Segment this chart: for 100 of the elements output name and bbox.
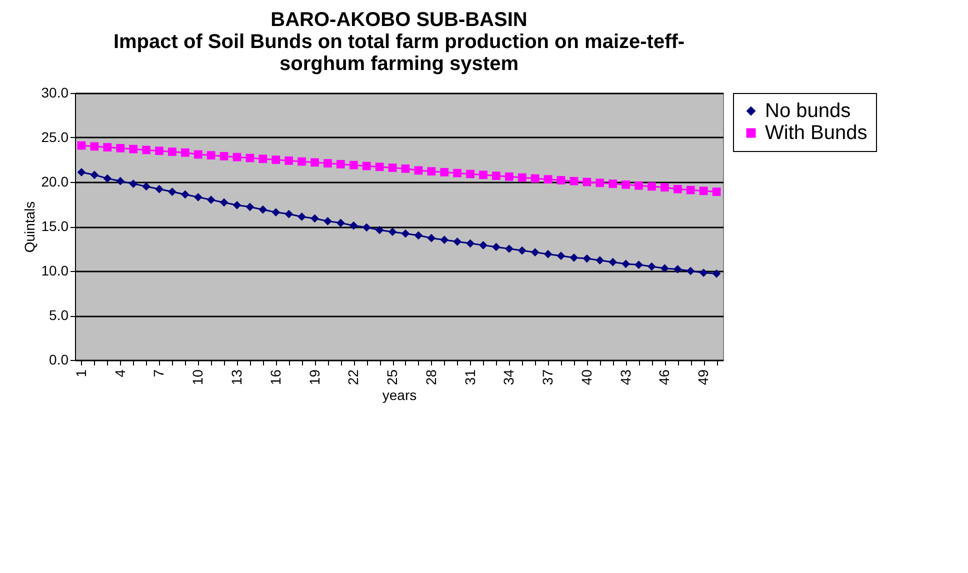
point [686, 266, 695, 276]
point [699, 186, 708, 196]
point [582, 254, 592, 263]
x-tick-label: 43 [617, 369, 634, 386]
point [336, 218, 345, 228]
x-tick-label: 46 [656, 369, 672, 386]
point [440, 168, 449, 176]
x-tick-label: 22 [345, 369, 362, 386]
point [220, 198, 228, 207]
point [284, 210, 294, 218]
point [298, 212, 306, 221]
point [479, 170, 488, 180]
point [258, 205, 268, 214]
point [648, 262, 656, 271]
point [388, 164, 397, 172]
legend-label: No bunds [765, 100, 851, 122]
point [570, 253, 578, 262]
point [324, 216, 332, 226]
point [660, 183, 669, 192]
point [349, 221, 358, 230]
point [90, 170, 99, 180]
y-tick-label: 25.0 [41, 129, 69, 145]
y-tick-label: 20.0 [41, 174, 69, 190]
y-tick-label: 15.0 [41, 218, 69, 234]
point [414, 231, 423, 240]
point [298, 157, 306, 166]
point [622, 260, 630, 268]
y-tick-label: 30.0 [41, 84, 69, 100]
x-axis-title: years [382, 387, 417, 404]
x-tick-label: 40 [578, 369, 594, 386]
chart-title: BARO-AKOBO SUB-BASIN Impact of Soil Bunds on total farm production on maize-teff- sorghum farming system [113, 9, 685, 75]
point [518, 246, 526, 255]
y-tick-label: 10.0 [41, 262, 69, 278]
x-tick-label: 34 [500, 369, 517, 386]
point [310, 214, 319, 223]
point [375, 162, 384, 172]
point [206, 151, 216, 160]
point [155, 184, 164, 194]
point [103, 143, 112, 152]
point [272, 208, 280, 216]
x-tick-label: 1 [72, 369, 89, 378]
point [168, 148, 176, 156]
point [673, 265, 682, 274]
point [492, 172, 500, 180]
point [608, 180, 618, 188]
point [246, 154, 254, 162]
x-tick-label: 19 [306, 369, 322, 386]
point [246, 202, 254, 212]
point [712, 269, 721, 278]
point [453, 237, 462, 246]
point [660, 264, 669, 273]
point [518, 173, 526, 182]
point [401, 164, 410, 173]
x-tick-label: 7 [150, 369, 167, 378]
legend-label: With Bunds [765, 122, 868, 144]
point [608, 258, 618, 266]
point [194, 150, 202, 159]
point [324, 159, 332, 168]
point [362, 162, 371, 170]
point [284, 156, 294, 165]
point [622, 180, 630, 189]
x-tick-label: 4 [112, 369, 128, 378]
x-tick-label: 16 [267, 369, 284, 386]
point [648, 182, 656, 191]
point [699, 268, 708, 277]
point [686, 186, 695, 194]
point [375, 226, 384, 234]
point [362, 223, 371, 232]
point [634, 181, 643, 190]
point [388, 228, 397, 236]
point [401, 229, 410, 238]
point [310, 158, 319, 167]
point [168, 188, 176, 196]
point [194, 192, 202, 202]
point [90, 142, 99, 151]
x-tick-label: 13 [228, 369, 244, 386]
point [466, 170, 474, 178]
point [116, 144, 125, 152]
point [103, 174, 112, 183]
point [129, 180, 138, 188]
point [530, 248, 540, 256]
point [180, 148, 190, 157]
y-axis-title: Quintals [21, 201, 38, 253]
point [232, 152, 242, 162]
point [232, 200, 242, 210]
y-tick-label: 0.0 [49, 352, 69, 368]
point [155, 146, 164, 156]
point [440, 236, 449, 244]
y-tick-label: 5.0 [49, 307, 69, 323]
point [556, 176, 566, 184]
x-tick-label: 10 [190, 369, 206, 386]
x-tick-label: 49 [695, 369, 712, 386]
point [544, 175, 552, 184]
point [570, 176, 578, 186]
point [427, 234, 436, 242]
x-tick-label: 25 [384, 369, 400, 386]
point [206, 196, 216, 204]
point [77, 141, 86, 150]
point [479, 241, 488, 250]
point [466, 239, 474, 248]
